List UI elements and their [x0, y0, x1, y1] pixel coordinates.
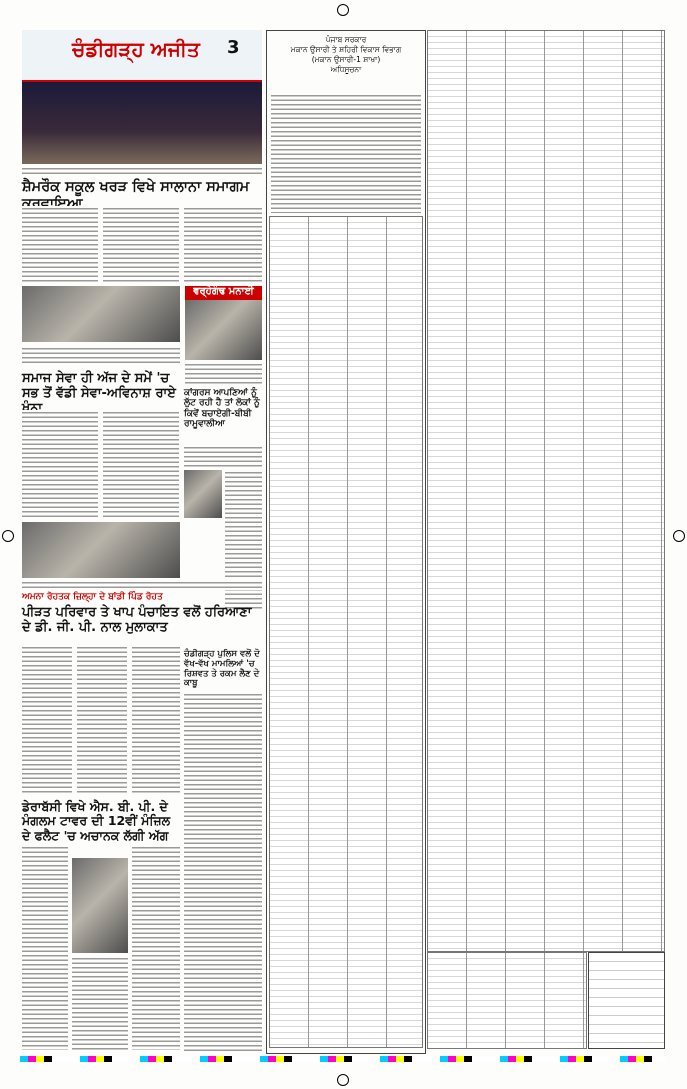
body-text [184, 206, 262, 282]
body-text [184, 445, 262, 467]
signature-box [588, 952, 665, 1049]
headline: ਡੇਰਾਬੱਸੀ ਵਿਖੇ ਐਸ. ਬੀ. ਪੀ. ਦੇ ਮੰਗਲਮ ਟਾਵਰ … [22, 799, 171, 843]
body-text [22, 206, 98, 282]
notice-table [427, 30, 665, 952]
notice: ਪੰਜਾਬ ਸਰਕਾਰ ਮਕਾਨ ਉਸਾਰੀ ਤੇ ਸ਼ਹਿਰੀ ਵਿਕਾਸ ਵ… [266, 30, 426, 1054]
crop-mark [337, 1074, 349, 1086]
body-text [132, 845, 180, 1050]
notice-line: ਅਧਿਸੂਚਨਾ [330, 65, 362, 75]
headline: ਚੰਡੀਗੜ੍ਹ ਪੁਲਿਸ ਵਲੋਂ ਦੋ ਵੱਖ-ਵੱਖ ਮਾਮਲਿਆਂ '… [184, 649, 260, 689]
page-number: 3 [227, 37, 240, 58]
caption [22, 346, 180, 366]
photo [22, 522, 180, 578]
crop-mark [673, 530, 685, 542]
photo [22, 82, 262, 164]
photo [22, 286, 180, 342]
masthead-title: ਚੰਡੀਗੜ੍ਹ ਅਜੀਤ [72, 37, 200, 61]
notice-table [269, 216, 423, 1048]
caption [22, 166, 262, 176]
body-text [72, 956, 128, 1050]
notice-line: (ਮਕਾਨ ਉਸਾਰੀ-1 ਸ਼ਾਖਾ) [311, 55, 381, 65]
kicker: ਅਮਨਾ ਰੋਹਤਕ ਜ਼ਿਲ੍ਹਾ ਦੇ ਬਾਂਡੀ ਪਿੰਡ ਰੋਹਤ [22, 592, 163, 602]
color-bar [20, 1056, 665, 1062]
body-text [184, 692, 262, 1052]
caption [22, 580, 262, 590]
headline: ਸਮਾਜ ਸੇਵਾ ਹੀ ਅੱਜ ਦੇ ਸਮੇਂ 'ਚ ਸਭ ਤੋਂ ਵੱਡੀ … [22, 371, 176, 416]
body-text [103, 410, 179, 518]
notice-line: ਮਕਾਨ ਉਸਾਰੀ ਤੇ ਸ਼ਹਿਰੀ ਵਿਕਾਸ ਵਿਭਾਗ [290, 45, 402, 55]
photo [185, 300, 262, 360]
notice-header: ਪੰਜਾਬ ਸਰਕਾਰ ਮਕਾਨ ਉਸਾਰੀ ਤੇ ਸ਼ਹਿਰੀ ਵਿਕਾਸ ਵ… [267, 35, 425, 76]
caption [185, 362, 262, 384]
photo [72, 858, 128, 953]
photo [184, 470, 222, 518]
body-text [132, 645, 180, 795]
headline: ਪੀੜਤ ਪਰਿਵਾਰ ਤੇ ਖਾਪ ਪੰਚਾਇਤ ਵਲੋਂ ਹਰਿਆਣਾ ਦੇ… [22, 605, 252, 635]
crop-mark [337, 4, 349, 16]
notice-line: ਪੰਜਾਬ ਸਰਕਾਰ [325, 35, 367, 44]
body-text [103, 206, 179, 282]
body-text [22, 645, 72, 795]
notice-text [271, 93, 421, 213]
banner: ਵਰ੍ਹੇਗੰਢ ਮਨਾਈ [185, 286, 262, 300]
body-text [22, 410, 98, 518]
headline: ਕਾਂਗਰਸ ਆਪਣਿਆਂ ਨੂੰ ਲੁੱਟ ਰਹੀ ਹੈ ਤਾਂ ਲੋਕਾਂ … [184, 388, 260, 430]
body-text [77, 645, 127, 795]
body-text [22, 845, 68, 1050]
masthead: ਚੰਡੀਗੜ੍ਹ ਅਜੀਤ 3 [22, 30, 262, 82]
crop-mark [2, 530, 14, 542]
notice-table [427, 952, 587, 1049]
